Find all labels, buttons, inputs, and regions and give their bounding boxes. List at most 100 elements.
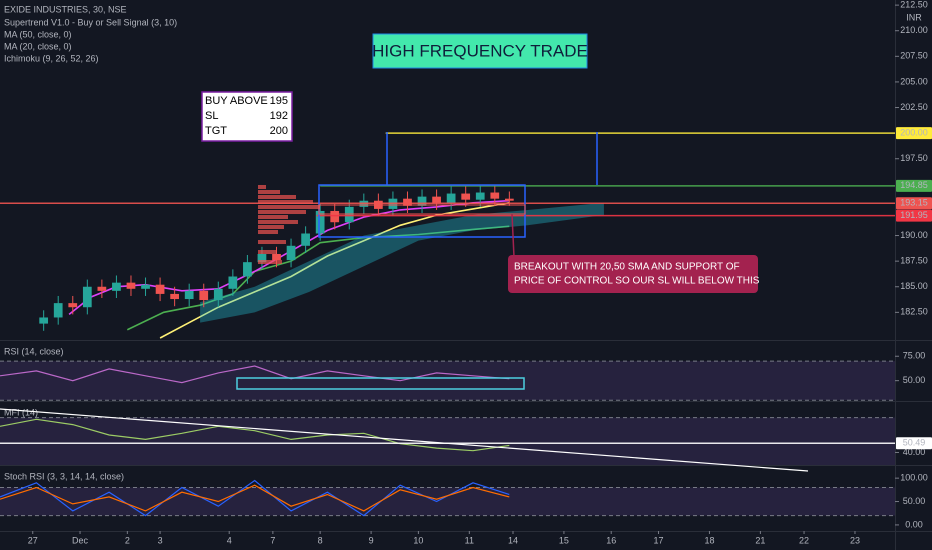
candle-body: [155, 284, 165, 294]
x-tick-label: 22: [799, 535, 809, 545]
candle-body: [97, 286, 107, 291]
candle-body: [141, 284, 150, 289]
candle-body: [286, 245, 296, 261]
y-tick-label: 197.50: [900, 153, 928, 163]
candle-body: [68, 303, 78, 308]
x-tick-label: 16: [606, 535, 616, 545]
y-tick-label: 100.00: [900, 473, 928, 483]
y-tick-label: 207.50: [900, 51, 928, 61]
level-tag: [896, 437, 932, 450]
x-tick-label: 10: [413, 535, 423, 545]
candle-body: [257, 253, 267, 263]
candle-body: [39, 317, 49, 324]
candle-body: [170, 293, 179, 300]
y-tick-label: 50.00: [903, 496, 926, 506]
legend-entry: Supertrend V1.0 - Buy or Sell Signal (3,…: [4, 17, 177, 27]
x-tick-label: 4: [227, 535, 232, 545]
band-fill: [0, 417, 895, 465]
y-tick-label: 205.00: [900, 76, 928, 86]
level-label: 193.15: [900, 198, 928, 208]
candle-body: [403, 198, 412, 206]
x-tick-label: 23: [850, 535, 860, 545]
candle-body: [461, 193, 471, 200]
x-tick-label: 11: [465, 535, 474, 545]
headline: HIGH FREQUENCY TRADE: [372, 41, 588, 60]
level-label: 50.49: [903, 438, 926, 448]
trade-label: TGT: [205, 125, 227, 137]
legend-entry: Ichimoku (9, 26, 52, 26): [4, 53, 99, 63]
level-tag: [896, 127, 932, 140]
candle-body: [82, 286, 92, 308]
y-tick-label: 187.50: [900, 256, 928, 266]
headline-box: HIGH FREQUENCY TRADE: [372, 33, 588, 69]
trade-box: BUY ABOVE 195 SL 192 TGT 200: [201, 91, 293, 142]
candle-body: [475, 192, 485, 200]
trade-value: 195: [270, 95, 288, 107]
candle-body: [432, 196, 441, 203]
currency: INR: [906, 12, 922, 22]
band-fill: [0, 487, 895, 516]
candle-body: [490, 192, 500, 199]
candle-body: [504, 198, 514, 201]
legend-entry: MA (20, close, 0): [4, 41, 72, 51]
x-tick-label: 2: [125, 535, 130, 545]
x-tick-label: 18: [704, 535, 714, 545]
y-tick-label: 202.50: [900, 102, 928, 112]
x-tick-label: 3: [158, 535, 163, 545]
y-tick-label: 212.50: [900, 0, 928, 9]
pane-title: Stoch RSI (3, 3, 14, 14, close): [4, 471, 124, 481]
level-label: 194.85: [900, 180, 928, 190]
y-tick-label: 190.00: [900, 230, 928, 240]
note-line: BREAKOUT WITH 20,50 SMA AND SUPPORT OF: [514, 262, 740, 273]
series-line: [0, 365, 510, 384]
x-tick-label: 27: [28, 535, 38, 545]
level-label: 200.00: [900, 128, 928, 138]
series-line: [0, 418, 510, 452]
note-box: BREAKOUT WITH 20,50 SMA AND SUPPORT OF P…: [508, 255, 760, 293]
drawings: [0, 132, 809, 472]
candle-body: [126, 282, 136, 289]
trade-value: 192: [270, 110, 288, 122]
candle-body: [315, 210, 325, 234]
trade-value: 200: [270, 125, 288, 137]
x-tick-label: 8: [318, 535, 323, 545]
y-tick-label: 50.00: [903, 375, 926, 385]
band-fill: [0, 361, 895, 401]
x-tick-label: 15: [559, 535, 569, 545]
x-tick-label: Dec: [72, 535, 89, 545]
note-line: PRICE OF CONTROL SO OUR SL WILL BELOW TH…: [514, 276, 760, 287]
level-label: 191.95: [900, 210, 928, 220]
series-line: [0, 484, 510, 512]
candle-body: [446, 193, 456, 203]
level-tag: [896, 179, 932, 192]
y-tick-label: 185.00: [900, 281, 928, 291]
trade-label: BUY ABOVE: [205, 95, 268, 107]
candle-body: [272, 253, 281, 261]
y-tick-label: 75.00: [903, 351, 926, 361]
pane-title: RSI (14, close): [4, 346, 64, 356]
legend-entry: MA (50, close, 0): [4, 29, 72, 39]
candle-body: [112, 282, 121, 291]
level-tag: [896, 197, 932, 210]
trade-label: SL: [205, 110, 218, 122]
y-tick-label: 40.00: [903, 447, 926, 457]
candle-body: [243, 262, 252, 277]
x-tick-label: 7: [270, 535, 275, 545]
candle-body: [184, 290, 194, 300]
series-line: [159, 202, 510, 339]
candle-body: [53, 303, 63, 318]
candle-body: [344, 206, 354, 223]
cloud: [200, 202, 604, 323]
candle-body: [301, 233, 310, 246]
chart-title: EXIDE INDUSTRIES, 30, NSE: [4, 4, 127, 14]
candle-body: [228, 276, 238, 289]
x-tick-label: 9: [369, 535, 374, 545]
candle-body: [417, 196, 427, 206]
x-tick-label: 21: [755, 535, 765, 545]
x-tick-label: 14: [508, 535, 518, 545]
y-tick-label: 182.50: [900, 307, 928, 317]
